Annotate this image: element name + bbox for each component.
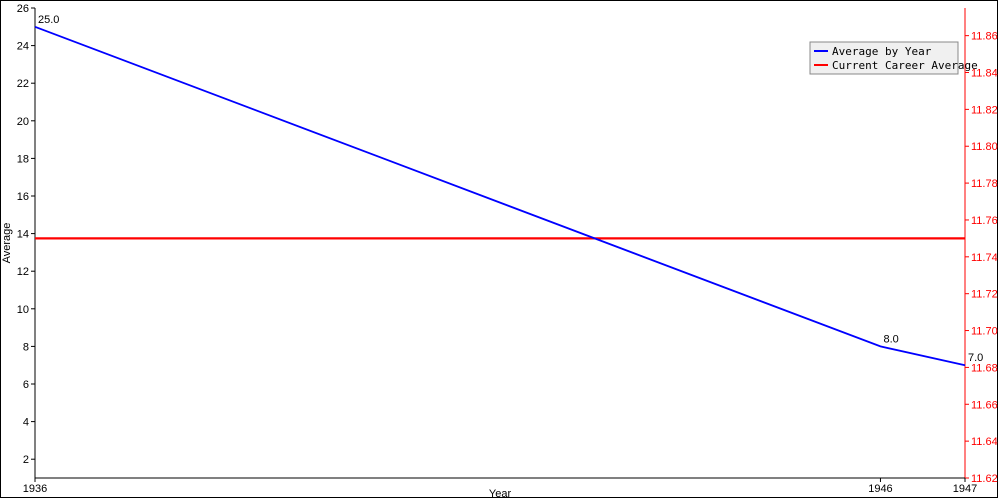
y-left-tick-label: 18 bbox=[17, 153, 29, 165]
x-tick-label: 1946 bbox=[868, 483, 892, 495]
legend-label-career-avg: Current Career Average bbox=[832, 59, 978, 72]
y-left-tick-label: 12 bbox=[17, 266, 29, 278]
y-left-tick-label: 24 bbox=[17, 41, 29, 53]
y-right-tick-label: 11.70 bbox=[971, 326, 998, 338]
x-tick-label: 1947 bbox=[953, 483, 977, 495]
y-left-axis-label: Average bbox=[1, 223, 13, 264]
x-axis-label: Year bbox=[489, 488, 512, 500]
y-left-tick-label: 10 bbox=[17, 304, 29, 316]
point-label: 25.0 bbox=[38, 14, 59, 26]
y-left-tick-label: 14 bbox=[17, 229, 29, 241]
y-right-tick-label: 11.86 bbox=[971, 31, 998, 43]
y-right-tick-label: 11.68 bbox=[971, 362, 998, 374]
y-right-tick-label: 11.80 bbox=[971, 141, 998, 153]
series-average-by-year-line bbox=[35, 27, 965, 365]
y-right-tick-label: 11.76 bbox=[971, 215, 998, 227]
y-right-tick-label: 11.66 bbox=[971, 399, 998, 411]
y-right-tick-label: 11.78 bbox=[971, 178, 998, 190]
chart-container: 246810121416182022242611.6211.6411.6611.… bbox=[0, 0, 1000, 500]
y-left-tick-label: 20 bbox=[17, 116, 29, 128]
y-left-tick-label: 16 bbox=[17, 191, 29, 203]
y-left-tick-label: 4 bbox=[23, 417, 29, 429]
y-left-tick-label: 2 bbox=[23, 454, 29, 466]
legend-label-avg-by-year: Average by Year bbox=[832, 45, 932, 58]
y-left-tick-label: 26 bbox=[17, 3, 29, 15]
chart-svg: 246810121416182022242611.6211.6411.6611.… bbox=[0, 0, 1000, 500]
y-left-tick-label: 22 bbox=[17, 78, 29, 90]
y-right-tick-label: 11.82 bbox=[971, 104, 998, 116]
x-tick-label: 1936 bbox=[23, 483, 47, 495]
y-right-tick-label: 11.74 bbox=[971, 252, 998, 264]
y-left-tick-label: 6 bbox=[23, 379, 29, 391]
y-right-tick-label: 11.64 bbox=[971, 436, 998, 448]
point-label: 8.0 bbox=[883, 333, 898, 345]
y-right-tick-label: 11.72 bbox=[971, 289, 998, 301]
point-label: 7.0 bbox=[968, 352, 983, 364]
y-left-tick-label: 8 bbox=[23, 341, 29, 353]
